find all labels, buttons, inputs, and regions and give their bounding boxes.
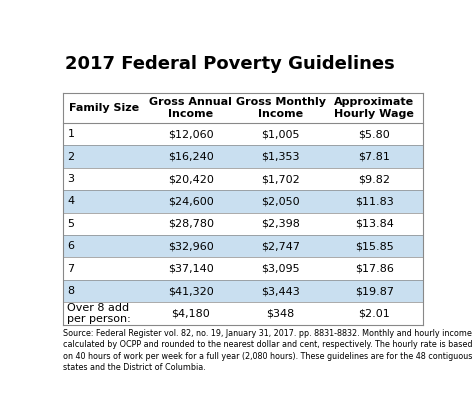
Text: $9.82: $9.82 — [358, 174, 390, 184]
Bar — [146, 168, 236, 190]
Bar — [146, 280, 236, 302]
Text: $13.84: $13.84 — [355, 219, 394, 229]
Text: 1: 1 — [67, 129, 74, 139]
Bar — [326, 213, 423, 235]
Text: Source: Federal Register vol. 82, no. 19, January 31, 2017. pp. 8831-8832. Month: Source: Federal Register vol. 82, no. 19… — [63, 329, 473, 372]
Bar — [146, 213, 236, 235]
Text: 2017 Federal Poverty Guidelines: 2017 Federal Poverty Guidelines — [65, 55, 394, 73]
Bar — [326, 257, 423, 280]
Text: Gross Monthly
Income: Gross Monthly Income — [236, 97, 326, 119]
Text: 3: 3 — [67, 174, 74, 184]
Bar — [63, 235, 146, 257]
Text: 5: 5 — [67, 219, 74, 229]
Text: $11.83: $11.83 — [355, 196, 394, 207]
Bar — [236, 235, 326, 257]
Bar — [63, 213, 146, 235]
Bar — [236, 190, 326, 213]
Bar — [63, 302, 146, 325]
Text: $3,443: $3,443 — [261, 286, 300, 296]
Text: $24,600: $24,600 — [168, 196, 214, 207]
Text: 6: 6 — [67, 241, 74, 251]
Bar — [146, 190, 236, 213]
Bar — [326, 280, 423, 302]
Bar — [326, 93, 423, 123]
Bar — [236, 146, 326, 168]
Text: 4: 4 — [67, 196, 74, 207]
Text: $32,960: $32,960 — [168, 241, 214, 251]
Bar — [236, 123, 326, 146]
Text: Gross Annual
Income: Gross Annual Income — [149, 97, 232, 119]
Bar — [63, 146, 146, 168]
Text: $17.86: $17.86 — [355, 264, 394, 274]
Text: $37,140: $37,140 — [168, 264, 214, 274]
Text: $20,420: $20,420 — [168, 174, 214, 184]
Text: $41,320: $41,320 — [168, 286, 214, 296]
Bar — [146, 235, 236, 257]
Text: 2: 2 — [67, 152, 74, 162]
Bar — [63, 280, 146, 302]
Text: Approximate
Hourly Wage: Approximate Hourly Wage — [334, 97, 414, 119]
Text: $3,095: $3,095 — [262, 264, 300, 274]
Text: $2.01: $2.01 — [358, 308, 390, 319]
Text: $5.80: $5.80 — [358, 129, 390, 139]
Bar — [236, 168, 326, 190]
Bar — [326, 235, 423, 257]
Bar — [146, 302, 236, 325]
Text: $2,747: $2,747 — [261, 241, 300, 251]
Bar — [326, 168, 423, 190]
Bar — [326, 302, 423, 325]
Bar — [146, 123, 236, 146]
Bar — [146, 146, 236, 168]
Bar — [236, 302, 326, 325]
Bar — [63, 93, 146, 123]
Bar — [236, 213, 326, 235]
Text: $1,005: $1,005 — [262, 129, 300, 139]
Text: $15.85: $15.85 — [355, 241, 394, 251]
Bar — [326, 146, 423, 168]
Bar — [63, 190, 146, 213]
Text: $4,180: $4,180 — [171, 308, 210, 319]
Text: $28,780: $28,780 — [168, 219, 214, 229]
Bar — [236, 257, 326, 280]
Text: $12,060: $12,060 — [168, 129, 214, 139]
Text: 8: 8 — [67, 286, 74, 296]
Text: $16,240: $16,240 — [168, 152, 214, 162]
Text: Family Size: Family Size — [69, 103, 139, 113]
Bar — [326, 123, 423, 146]
Text: Over 8 add
per person:: Over 8 add per person: — [67, 303, 131, 324]
Bar — [236, 280, 326, 302]
Text: $1,353: $1,353 — [262, 152, 300, 162]
Text: 7: 7 — [67, 264, 74, 274]
Bar — [63, 123, 146, 146]
Text: $348: $348 — [266, 308, 295, 319]
Bar — [63, 168, 146, 190]
Bar — [326, 190, 423, 213]
Bar — [63, 257, 146, 280]
Text: $7.81: $7.81 — [358, 152, 390, 162]
Bar — [146, 93, 236, 123]
Bar — [236, 93, 326, 123]
Text: $1,702: $1,702 — [261, 174, 300, 184]
Text: $19.87: $19.87 — [355, 286, 394, 296]
Text: $2,050: $2,050 — [262, 196, 300, 207]
Text: $2,398: $2,398 — [261, 219, 300, 229]
Bar — [146, 257, 236, 280]
